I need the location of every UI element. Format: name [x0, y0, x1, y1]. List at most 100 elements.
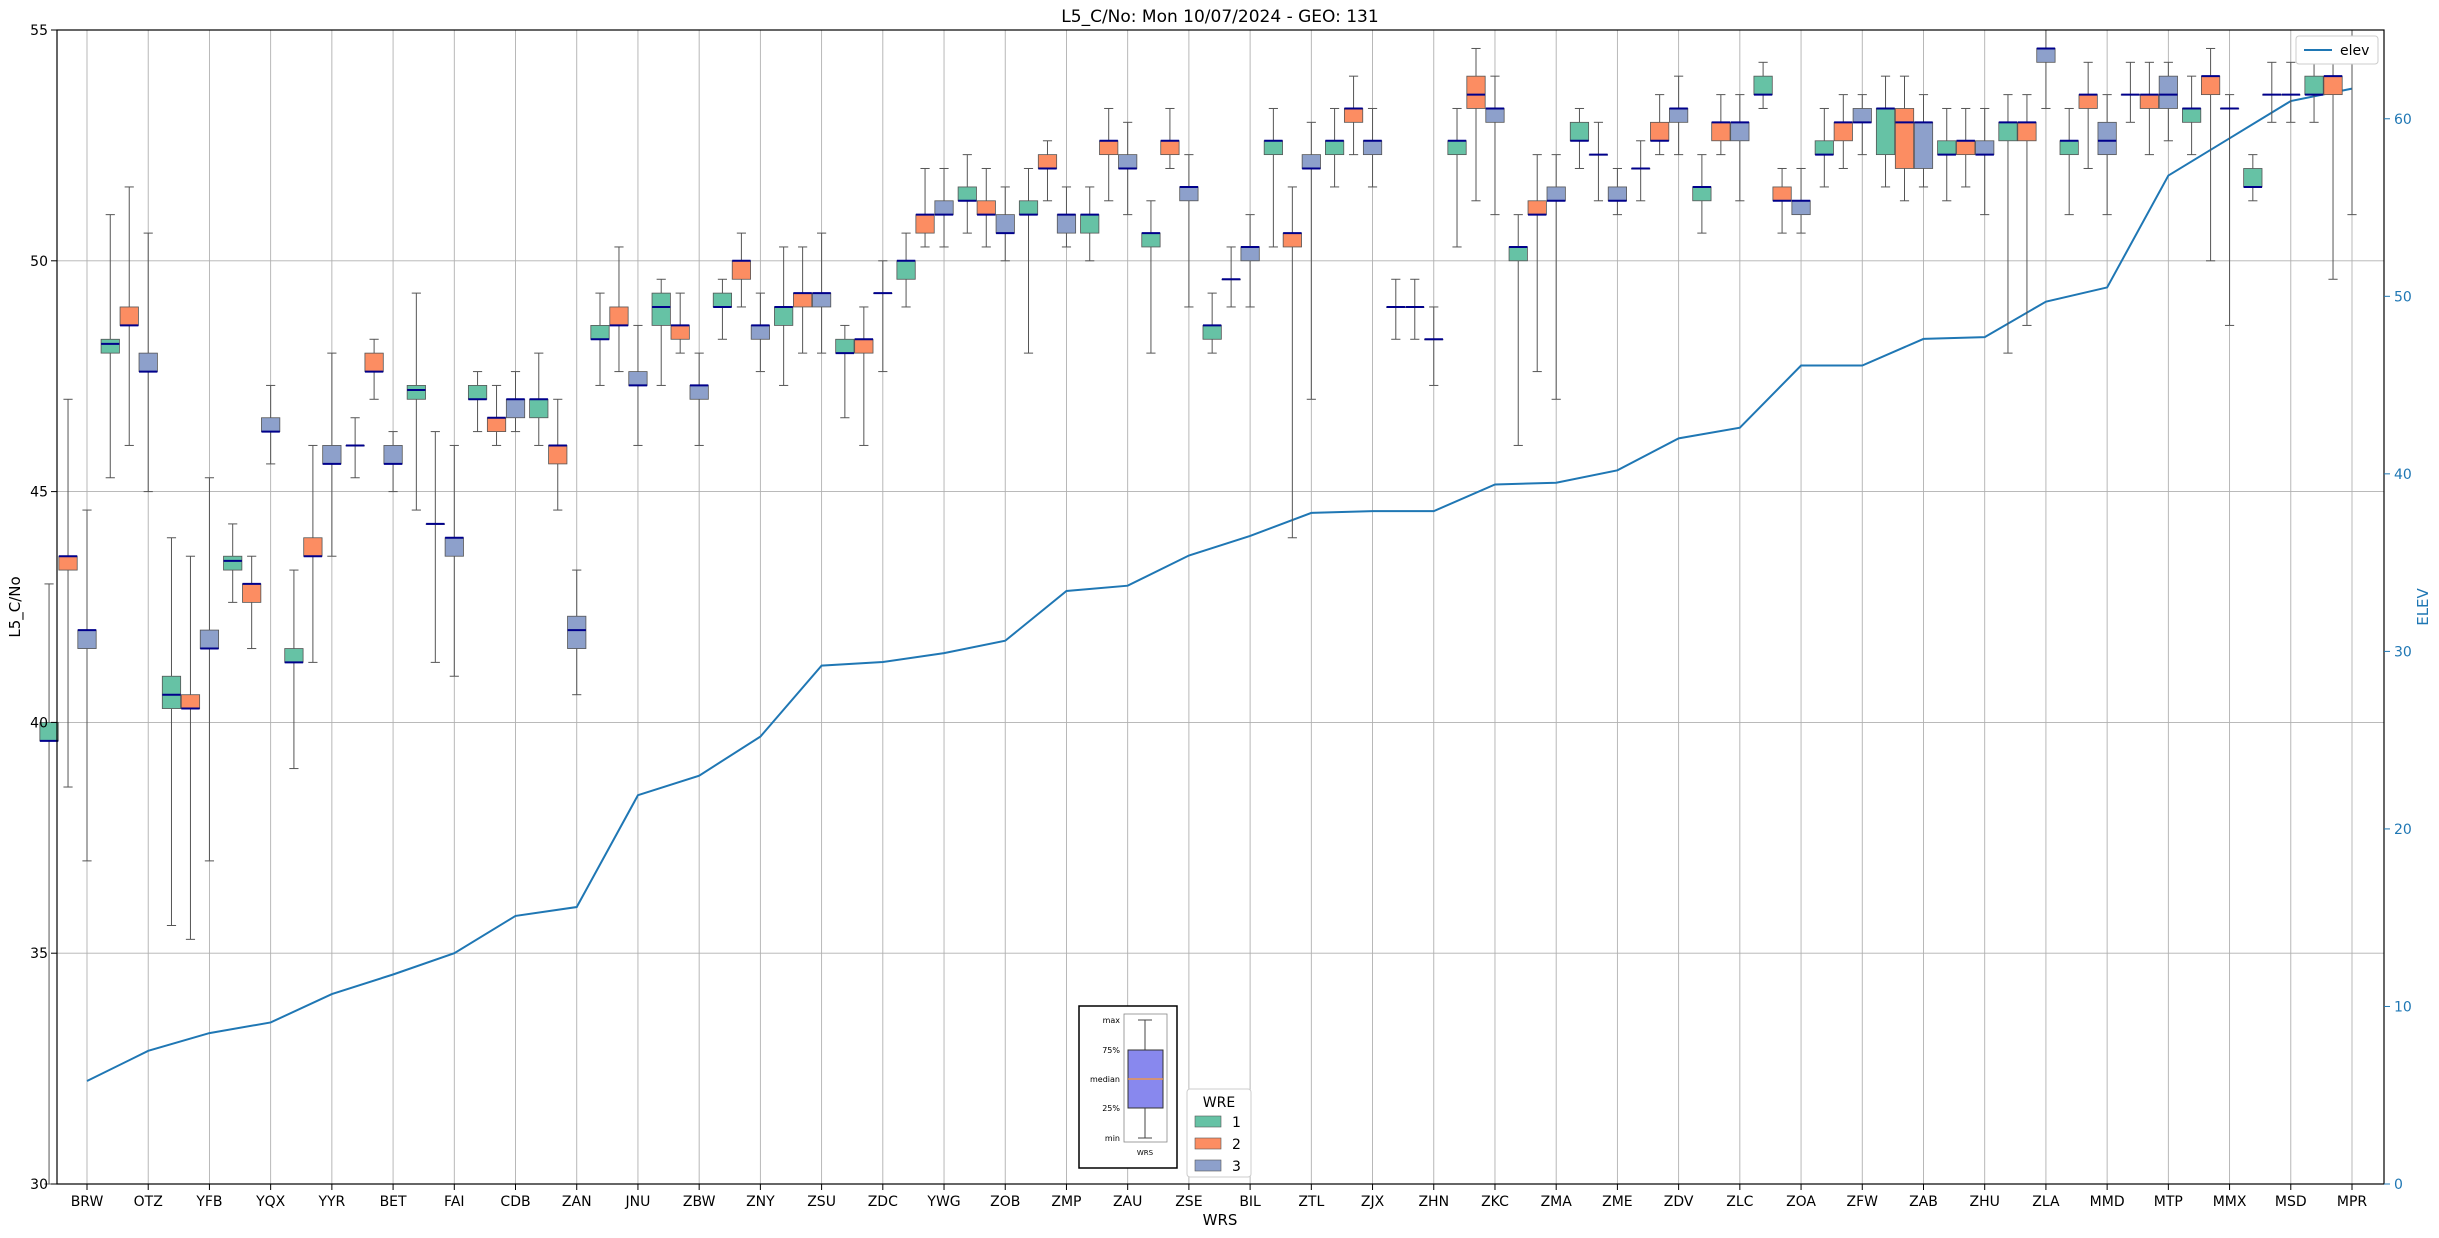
box-1-ZOA	[1753, 61, 1773, 109]
box-iqr	[58, 555, 78, 571]
chart-title: L5_C/No: Mon 10/07/2024 - GEO: 131	[1061, 7, 1378, 27]
x-axis-label: WRS	[1203, 1211, 1238, 1229]
x-tick-label: ZSE	[1175, 1194, 1202, 1210]
x-tick-label: JNU	[625, 1194, 651, 1210]
box-iqr	[1466, 75, 1486, 109]
box-3-ZOB	[995, 186, 1015, 262]
box-3-ZAN	[567, 569, 587, 696]
y-tick-label: 55	[30, 23, 48, 39]
y2-axis-label: ELEV	[2414, 587, 2432, 625]
box-iqr	[934, 200, 954, 216]
box-iqr	[2243, 168, 2263, 188]
box-iqr	[284, 648, 304, 663]
wre-legend-label-2: 2	[1232, 1137, 1241, 1153]
box-1-ZKC	[1447, 107, 1467, 248]
box-iqr	[1037, 154, 1058, 169]
box-1-ZMA	[1508, 214, 1528, 446]
box-iqr	[261, 417, 281, 432]
box-iqr	[1791, 200, 1811, 216]
box-3-MMX	[2219, 94, 2240, 326]
box-2-OTZ	[119, 186, 139, 446]
left-y-axis: 30 35 40 45 50 55	[30, 23, 57, 1193]
box-iqr	[1056, 214, 1077, 234]
box-iqr	[2201, 75, 2221, 96]
y-tick-label: 50	[30, 254, 48, 270]
box-iqr	[1447, 140, 1467, 156]
box-iqr	[812, 292, 832, 308]
x-tick-label: ZSU	[807, 1194, 836, 1210]
box-iqr	[731, 260, 751, 280]
box-iqr	[1325, 140, 1345, 156]
box-iqr	[915, 214, 935, 234]
box-1-ZMP	[1018, 167, 1039, 354]
box-2-ZMP	[1037, 140, 1058, 202]
box-iqr	[1343, 108, 1364, 123]
box-1-OTZ	[100, 214, 120, 479]
box-iqr	[1998, 121, 2018, 142]
x-tick-label: ZOB	[990, 1194, 1020, 1210]
box-1-BIL	[1202, 292, 1222, 354]
box-1-MMX	[2182, 75, 2202, 156]
box-3-MMD	[2097, 94, 2117, 216]
x-tick-label: ZLC	[1726, 1194, 1753, 1210]
box-iqr	[1692, 186, 1712, 202]
box-inset-legend: max 75% median 25% min WRS	[1078, 1005, 1178, 1169]
box-iqr	[651, 292, 671, 326]
box-2-ZAB	[1894, 75, 1915, 202]
x-tick-label: ZMA	[1541, 1194, 1573, 1210]
box-2-ZBW	[670, 292, 690, 354]
box-1-MSD	[2243, 154, 2263, 202]
box-3-ZTL	[1301, 121, 1321, 400]
box-1-CDB	[467, 371, 488, 433]
box-3-ZSU	[812, 232, 832, 354]
box-iqr	[1202, 325, 1222, 340]
box-iqr	[303, 537, 323, 557]
box-iqr	[1711, 121, 1731, 142]
elev-legend: elev	[2295, 35, 2379, 65]
box-iqr	[1607, 186, 1627, 202]
box-iqr	[1814, 140, 1834, 156]
box-1-MTP	[2120, 61, 2140, 123]
box-1-ZME	[1569, 107, 1590, 169]
box-3-MTP	[2158, 61, 2178, 142]
box-2-ZHN	[1405, 278, 1425, 340]
box-iqr	[1894, 108, 1915, 169]
x-tick-label: ZDC	[868, 1194, 898, 1210]
box-iqr	[364, 352, 384, 372]
box-2-BET	[364, 338, 384, 400]
box-iqr	[548, 445, 568, 465]
box-3-YQX	[261, 384, 281, 465]
box-1-MPR	[2304, 61, 2324, 123]
box-3-ZOA	[1791, 167, 1811, 234]
box-iqr	[567, 615, 587, 649]
box-3-ZME	[1607, 167, 1627, 216]
x-tick-label: BET	[380, 1194, 407, 1210]
box-iqr	[2036, 48, 2056, 63]
box-iqr	[1852, 108, 1872, 123]
box-iqr	[1650, 121, 1670, 142]
box-iqr	[1772, 186, 1792, 202]
box-iqr	[1913, 121, 1934, 169]
box-iqr	[2017, 121, 2037, 142]
box-2-ZDC	[854, 306, 874, 446]
box-iqr	[1546, 186, 1566, 202]
box-3-ZMP	[1056, 186, 1077, 248]
x-tick-label: ZTL	[1298, 1194, 1324, 1210]
box-iqr	[1975, 140, 1995, 156]
box-iqr	[1730, 121, 1750, 142]
box-3-ZNY	[750, 292, 770, 373]
box-iqr	[1508, 246, 1528, 262]
box-2-BRW	[58, 398, 78, 788]
box-2-MSD	[2262, 61, 2282, 123]
box-iqr	[1179, 186, 1199, 202]
elev-line	[86, 87, 2353, 1082]
box-2-YQX	[242, 555, 262, 650]
elev-legend-label: elev	[2340, 43, 2369, 59]
y-tick-label: 45	[30, 485, 48, 501]
box-3-ZHN	[1424, 306, 1444, 386]
box-2-ZLC	[1711, 94, 1731, 156]
box-iqr	[1362, 140, 1383, 156]
box-iqr	[383, 445, 403, 465]
x-tick-label: ZME	[1602, 1194, 1633, 1210]
box-2-ZKC	[1466, 47, 1486, 202]
